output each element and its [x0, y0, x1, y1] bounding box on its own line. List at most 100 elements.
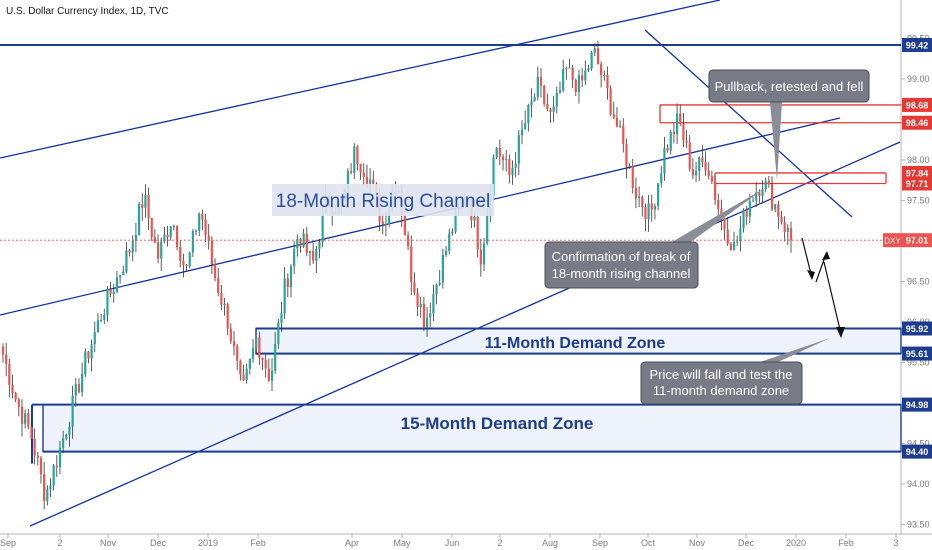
x-tick-label-2: Nov — [100, 538, 117, 548]
candle-body — [637, 196, 641, 199]
channel-lower-line — [29, 141, 901, 527]
candle-body — [441, 254, 444, 283]
candle-body — [11, 384, 14, 393]
current-price-bg — [902, 233, 932, 248]
candle-body — [403, 215, 407, 236]
candle-body — [153, 237, 157, 243]
candle-body — [251, 348, 255, 359]
candle-body — [419, 303, 422, 308]
channel-label: 18-Month Rising Channel — [276, 191, 490, 212]
candle-body — [134, 235, 138, 241]
candle-body — [660, 173, 663, 184]
candle-body — [350, 171, 353, 173]
candle-body — [454, 209, 457, 232]
candle-body — [444, 250, 448, 255]
price-label-97-84: 97.84 — [906, 168, 929, 178]
candle-body — [27, 413, 30, 427]
candle-body — [473, 216, 476, 221]
candle-body — [482, 243, 486, 265]
annotations: 18-Month Rising Channel Pullback, retest… — [272, 69, 870, 433]
candle-body — [62, 438, 65, 448]
candle-body — [745, 209, 748, 217]
candle-body — [517, 135, 520, 164]
candle-body — [296, 239, 299, 249]
candle-body — [574, 80, 577, 92]
confirmation-callout — [544, 241, 699, 289]
candle-body — [160, 241, 163, 259]
candle-body — [362, 172, 365, 177]
candle-body — [39, 457, 43, 475]
time-axis-ticks: Sep 2 Nov Dec 2019 Feb Apr May Jun 2 Aug Sep Oct Nov D… — [0, 534, 899, 548]
candle-body — [666, 148, 669, 151]
candle-body — [81, 374, 84, 393]
candle-body — [533, 96, 536, 101]
candle-body — [169, 226, 172, 238]
candle-body — [451, 231, 454, 234]
candle-body — [761, 189, 764, 196]
price-label-94-40: 94.40 — [906, 447, 929, 457]
candle-body — [106, 289, 109, 315]
candle-body — [204, 219, 207, 236]
x-tick-label-7: May — [393, 538, 411, 548]
candle-body — [302, 233, 305, 247]
candle-body — [90, 344, 93, 359]
candle-body — [33, 438, 36, 456]
candle-body — [783, 222, 786, 233]
candle-body — [353, 146, 356, 173]
demand-zone-11-label: 11-Month Demand Zone — [485, 335, 666, 352]
price-label-bg-95-92 — [902, 321, 932, 336]
candle-body — [707, 170, 710, 177]
candle-body — [242, 374, 245, 380]
candle-body — [729, 243, 732, 251]
candle-body — [524, 123, 527, 130]
candle-body — [634, 188, 638, 199]
x-tick-label-14: Dec — [738, 538, 755, 548]
candle-body — [416, 292, 419, 308]
candle-body — [289, 266, 293, 288]
candle-body — [125, 250, 128, 272]
candle-body — [448, 233, 451, 251]
candle-body — [764, 180, 767, 190]
candle-body — [267, 368, 270, 381]
candle-body — [179, 246, 182, 261]
candle-body — [644, 207, 647, 220]
candle-body — [641, 196, 644, 208]
candle-body — [742, 209, 745, 229]
arrow-head-3 — [836, 327, 845, 338]
confirmation-text-2: 18-month rising channel — [552, 266, 691, 281]
candle-body — [543, 85, 546, 104]
candle-body — [717, 199, 720, 210]
pullback-text: Pullback, retested and fell — [715, 79, 864, 94]
confirmation-text-1: Confirmation of break of — [552, 249, 691, 264]
candle-body — [571, 67, 574, 81]
candle-body — [150, 218, 153, 238]
candle-body — [270, 370, 274, 381]
y-tick-label-6: 96.50 — [907, 277, 930, 287]
price-label-98-68: 98.68 — [906, 100, 929, 110]
candle-body — [413, 282, 416, 293]
price-label-bg-98-68 — [902, 97, 932, 112]
x-tick-label-3: Dec — [150, 538, 167, 548]
channel-upper-line — [0, 0, 721, 159]
candle-body — [672, 131, 676, 135]
candle-body — [600, 64, 603, 76]
candle-body — [194, 230, 198, 232]
candle-body — [685, 140, 688, 143]
candle-body — [293, 248, 296, 267]
candle-body — [713, 181, 717, 200]
candle-body — [122, 271, 125, 275]
candle-body — [103, 314, 106, 321]
x-tick-label-4: 2019 — [198, 538, 218, 548]
candle-body — [587, 68, 590, 71]
candle-body — [387, 208, 391, 225]
candle-body — [115, 277, 119, 292]
candle-body — [182, 260, 185, 266]
x-tick-label-10: Aug — [542, 538, 558, 548]
candle-body — [308, 250, 312, 254]
candle-body — [552, 106, 555, 112]
candle-body — [777, 204, 780, 217]
candle-body — [675, 113, 679, 135]
candle-body — [147, 195, 150, 219]
candle-body — [312, 250, 315, 261]
